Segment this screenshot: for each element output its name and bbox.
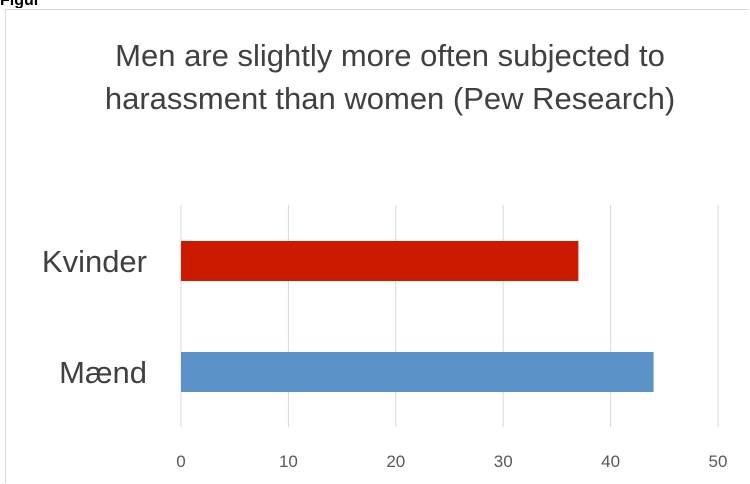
x-tick-label: 40 <box>601 452 620 471</box>
bar <box>181 241 579 281</box>
chart-frame <box>5 9 749 483</box>
x-tick-label: 0 <box>176 452 185 471</box>
x-tick-label: 30 <box>494 452 513 471</box>
figure-label: Figur <box>0 0 40 8</box>
x-tick-label: 10 <box>279 452 298 471</box>
category-label: Mænd <box>59 355 147 390</box>
bar <box>181 352 654 392</box>
category-label: Kvinder <box>42 244 147 279</box>
chart-title: Men are slightly more often subjected to… <box>104 38 676 116</box>
x-tick-label: 20 <box>386 452 405 471</box>
x-tick-label: 50 <box>709 452 728 471</box>
